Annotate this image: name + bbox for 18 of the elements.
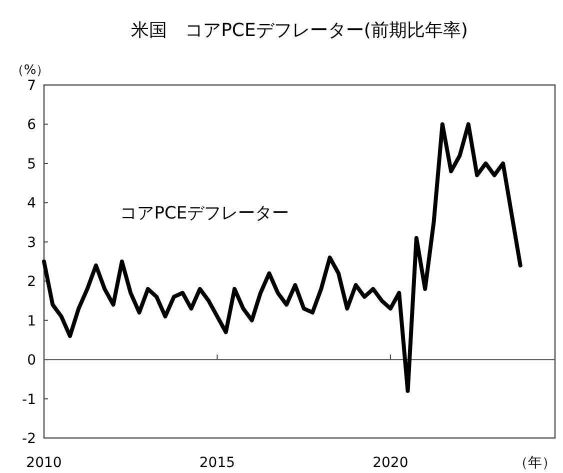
- y-tick-label: 0: [27, 352, 36, 369]
- y-axis-title: （%）: [10, 63, 50, 78]
- x-tick-label: 2015: [199, 455, 236, 471]
- y-tick-label: -2: [22, 431, 36, 447]
- y-tick-label: 7: [27, 78, 36, 94]
- x-axis-title: （年）: [514, 455, 556, 471]
- y-tick-label: 4: [27, 196, 36, 212]
- text: コアPCEデフレーター: [120, 203, 290, 224]
- y-tick-label: 3: [27, 234, 36, 251]
- x-tick-label: 2010: [26, 455, 62, 471]
- x-tick-label: 2020: [372, 455, 408, 471]
- y-tick-label: 5: [27, 156, 36, 172]
- chart-title: 米国 コアPCEデフレーター(前期比年率): [131, 20, 468, 41]
- y-tick-label: -1: [22, 392, 36, 408]
- y-tick-label: 6: [27, 117, 36, 134]
- y-tick-label: 1: [27, 313, 36, 330]
- line-series: [42, 122, 522, 393]
- y-tick-label: 2: [27, 274, 36, 290]
